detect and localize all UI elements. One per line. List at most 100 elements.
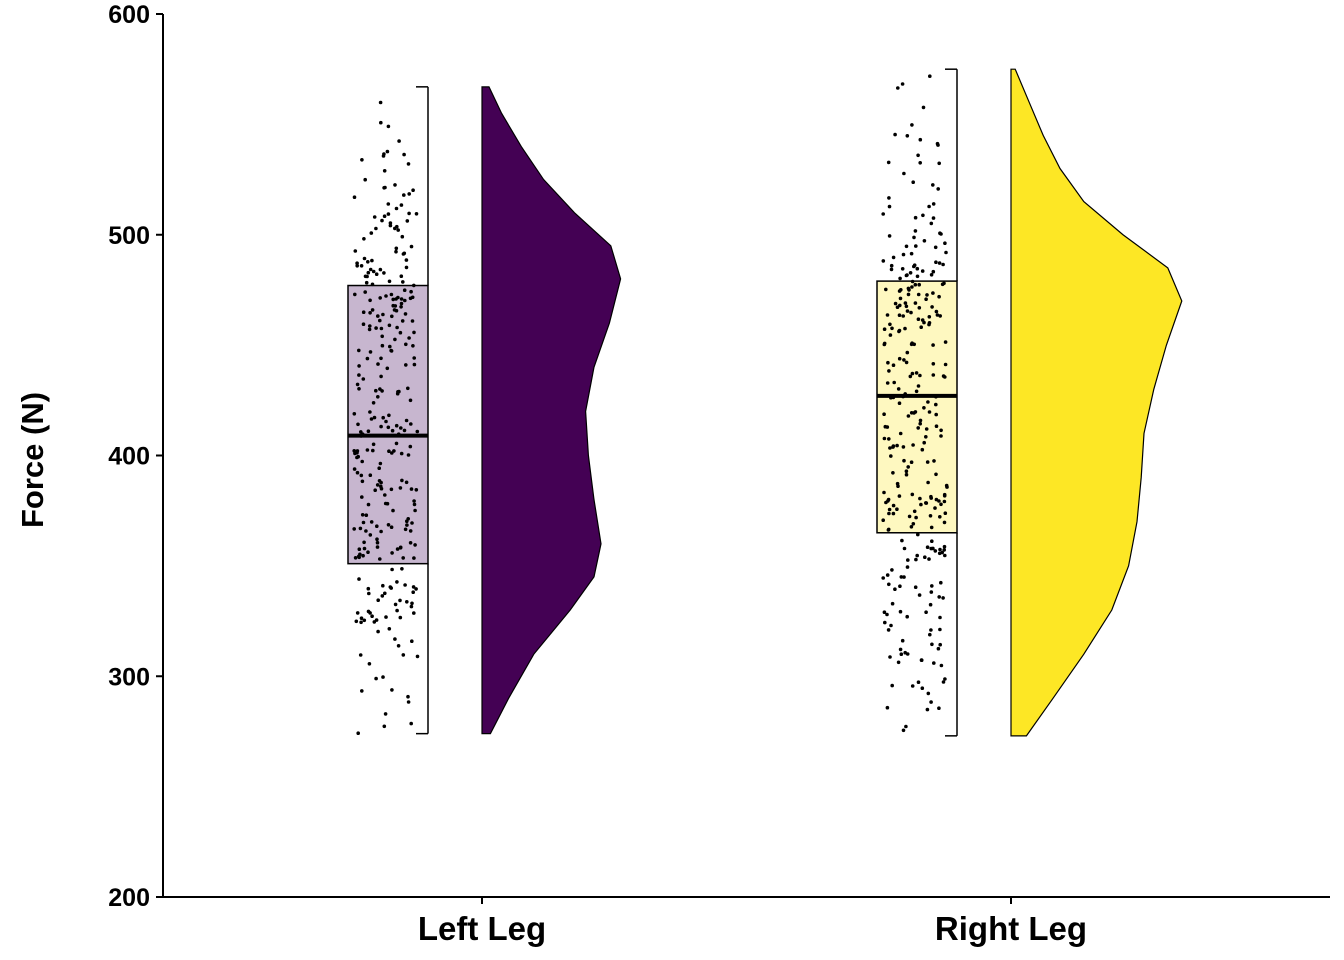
data-point [902,358,906,362]
data-point [390,551,394,555]
data-point [941,680,946,684]
data-point [897,313,902,318]
data-point [938,615,942,620]
data-point [936,187,940,191]
data-point [398,545,403,550]
data-point [352,412,357,416]
data-point [380,334,385,339]
data-point [939,502,943,507]
data-point [910,279,915,284]
data-point [938,314,942,318]
data-point [918,421,922,426]
data-point [915,266,920,271]
data-point [918,496,922,501]
data-point [394,441,399,446]
data-point [910,285,914,289]
data-point [410,521,414,525]
data-point [352,527,357,531]
data-point [903,650,907,655]
data-point [390,428,395,433]
y-axis-title: Force (N) [15,392,50,528]
data-point [916,317,921,322]
data-point [887,204,892,209]
data-point [382,724,387,729]
data-point [926,691,931,696]
data-point [882,327,887,332]
data-point [367,327,372,332]
data-point [913,585,918,589]
data-point [411,590,416,594]
data-point [400,567,404,571]
data-point [415,654,420,659]
data-point [902,458,906,463]
data-point [884,500,888,505]
data-point [362,618,367,623]
data-point [398,598,402,603]
data-point [918,137,923,142]
data-point [914,244,918,248]
data-point [937,499,941,503]
data-point [366,260,370,264]
data-point [353,556,358,560]
data-point [902,171,906,176]
data-point [362,256,367,261]
data-point [891,255,896,260]
data-point [891,503,896,508]
data-point [362,540,366,545]
data-point [916,426,920,430]
data-point [368,267,373,272]
data-point [409,487,414,491]
data-point [912,509,917,514]
data-point [930,539,934,543]
data-point [927,410,932,414]
data-point [931,291,935,295]
data-point [938,627,942,632]
data-point [403,312,408,316]
data-point [382,169,387,173]
data-point [411,344,415,348]
data-point [384,615,388,619]
data-point [386,124,391,129]
data-point [907,514,912,519]
data-point [885,313,890,317]
half-violin-right-leg [1010,68,1183,737]
data-point [933,506,937,510]
data-point [916,292,921,297]
data-point [409,721,414,726]
data-point [395,608,399,613]
data-point [394,206,399,211]
data-point [918,373,922,378]
data-point [383,185,387,190]
data-point [382,271,386,275]
data-point [928,632,932,637]
data-point [369,231,374,235]
data-point [379,120,383,125]
data-point [910,684,915,688]
data-point [932,459,936,463]
data-point [931,362,936,366]
data-point [938,515,942,519]
data-point [897,494,902,498]
data-point [885,425,890,429]
data-point [901,314,905,318]
data-point [369,417,374,421]
data-point [925,545,930,549]
data-point [942,494,947,498]
data-point [906,465,910,469]
data-point [911,180,915,184]
data-point [904,724,908,729]
data-point [396,228,401,232]
data-point [885,381,890,385]
data-point [887,511,891,516]
data-point [891,363,896,368]
data-point [897,328,902,333]
data-point [374,272,379,277]
data-point [396,644,401,648]
data-point [362,237,366,241]
data-point [357,555,362,560]
data-point [366,429,371,434]
data-point [896,484,900,489]
data-point [370,308,375,312]
data-point [922,406,926,410]
data-point [886,497,891,502]
